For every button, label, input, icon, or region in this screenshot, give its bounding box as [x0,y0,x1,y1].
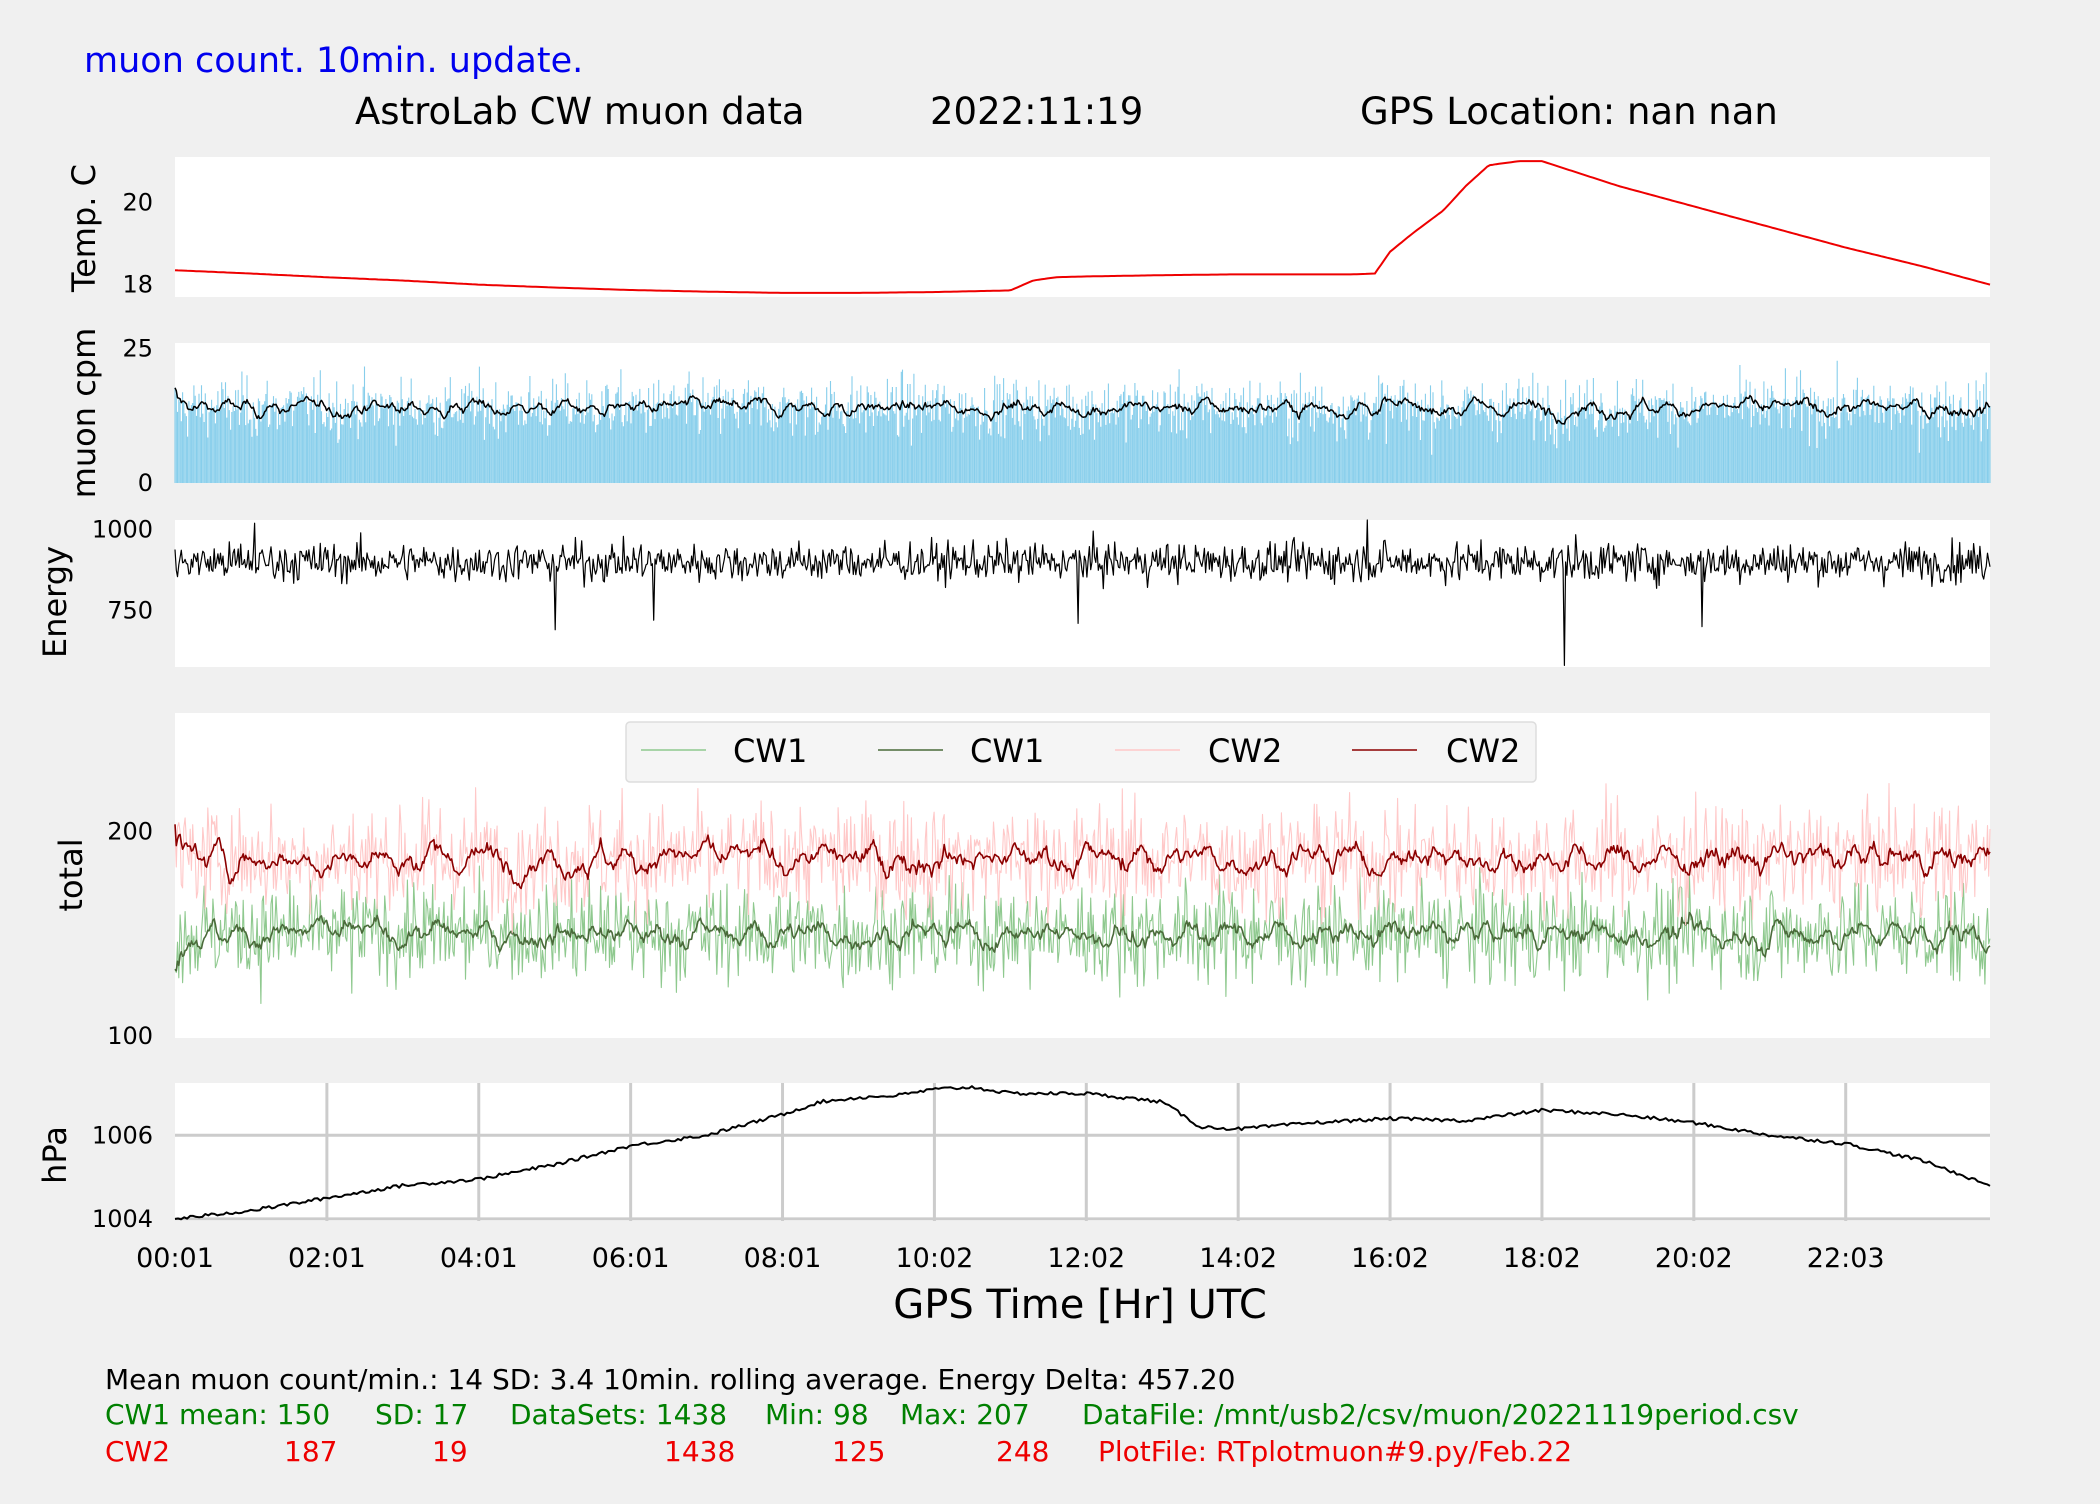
energy-ytick-0: 750 [107,596,153,624]
panel-hpa-bg [175,1083,1990,1221]
x-axis-label: GPS Time [Hr] UTC [893,1282,1267,1328]
total-cw2-rolling [174,824,1991,890]
ylabel-hpa: hPa [36,1126,74,1184]
footer-cw1-mean: CW1 mean: 150 [105,1398,330,1431]
total-ytick-0: 100 [107,1022,153,1050]
chart-title: AstroLab CW muon data [355,90,805,133]
muon-rolling-average [174,387,1991,425]
footer-cw2-file: PlotFile: RTplotmuon#9.py/Feb.22 [1098,1435,1572,1468]
x-tick-label-2: 04:01 [440,1243,518,1274]
footer-cw1-file: DataFile: /mnt/usb2/csv/muon/20221119per… [1082,1398,1799,1431]
footer-cw1-max: Max: 207 [900,1398,1030,1431]
legend-cw2-avg-label: CW2 [1446,732,1520,770]
x-tick-label-3: 06:01 [592,1243,670,1274]
muon-ytick-1: 25 [122,334,153,362]
energy-series [174,519,1991,666]
ylabel-total: total [52,838,90,911]
x-tick-label-1: 02:01 [288,1243,366,1274]
chart-date: 2022:11:19 [930,90,1143,133]
footer-cw2-datasets: 1438 [664,1435,735,1468]
footer-cw2-label: CW2 [105,1435,170,1468]
total-cw2-raw [174,782,1991,934]
footer-cw2-max: 248 [996,1435,1049,1468]
total-cw1-raw [174,865,1991,1005]
update-note: muon count. 10min. update. [84,41,583,81]
x-tick-label-9: 18:02 [1503,1243,1581,1274]
energy-ytick-1: 1000 [92,516,153,544]
footer-cw2-min: 125 [832,1435,885,1468]
footer-summary: Mean muon count/min.: 14 SD: 3.4 10min. … [105,1363,1235,1396]
hpa-ytick-1: 1006 [92,1121,153,1149]
footer-cw2-sd: 19 [432,1435,468,1468]
x-tick-label-10: 20:02 [1655,1243,1733,1274]
panel-energy: 750 1000 [92,516,1991,666]
temp-ytick-1: 20 [122,188,153,216]
footer-cw1-datasets: DataSets: 1438 [510,1398,727,1431]
legend-cw2-raw-label: CW2 [1208,732,1282,770]
panel-hpa: 1004 1006 [92,1085,1991,1233]
ylabel-temp: Temp. C [65,164,103,293]
total-ytick-1: 200 [107,818,153,846]
x-tick-label-4: 08:01 [744,1243,822,1274]
x-tick-label-0: 00:01 [136,1243,214,1274]
footer-cw1-min: Min: 98 [765,1398,869,1431]
legend-box [625,721,1537,783]
muon-bars [174,360,1991,483]
footer-cw2-mean: 187 [284,1435,337,1468]
legend-cw1-avg-label: CW1 [970,732,1044,770]
legend-cw1-raw-label: CW1 [733,732,807,770]
muon-bar-set [174,360,1991,483]
ylabel-energy: Energy [36,546,74,658]
panel-muon: 0 25 [122,334,1991,497]
total-cw1-rolling [174,911,1991,972]
panel-energy-bg [175,520,1990,667]
gps-location: GPS Location: nan nan [1360,90,1778,133]
x-tick-label-5: 10:02 [896,1243,974,1274]
footer-cw1-sd: SD: 17 [375,1398,468,1431]
panel-total: 100 200 [107,782,1991,1050]
x-tick-label-8: 16:02 [1351,1243,1429,1274]
ylabel-muon: muon cpm [65,328,103,499]
x-tick-label-6: 12:02 [1047,1243,1125,1274]
hpa-ytick-0: 1004 [92,1205,153,1233]
muon-ytick-0: 0 [138,469,153,497]
x-tick-label-7: 14:02 [1199,1243,1277,1274]
panel-temp-bg [175,157,1990,297]
temp-ytick-0: 18 [122,271,153,299]
x-tick-label-11: 22:03 [1807,1243,1885,1274]
hpa-series-0 [174,1085,1991,1221]
temp-series-0 [174,160,1991,294]
panel-muon-bg [175,343,1990,483]
total-legend: CW1 CW1 CW2 CW2 [625,721,1537,783]
x-axis: 00:01 02:01 04:01 06:01 08:01 10:02 12:02 14:02… [136,1083,1885,1274]
